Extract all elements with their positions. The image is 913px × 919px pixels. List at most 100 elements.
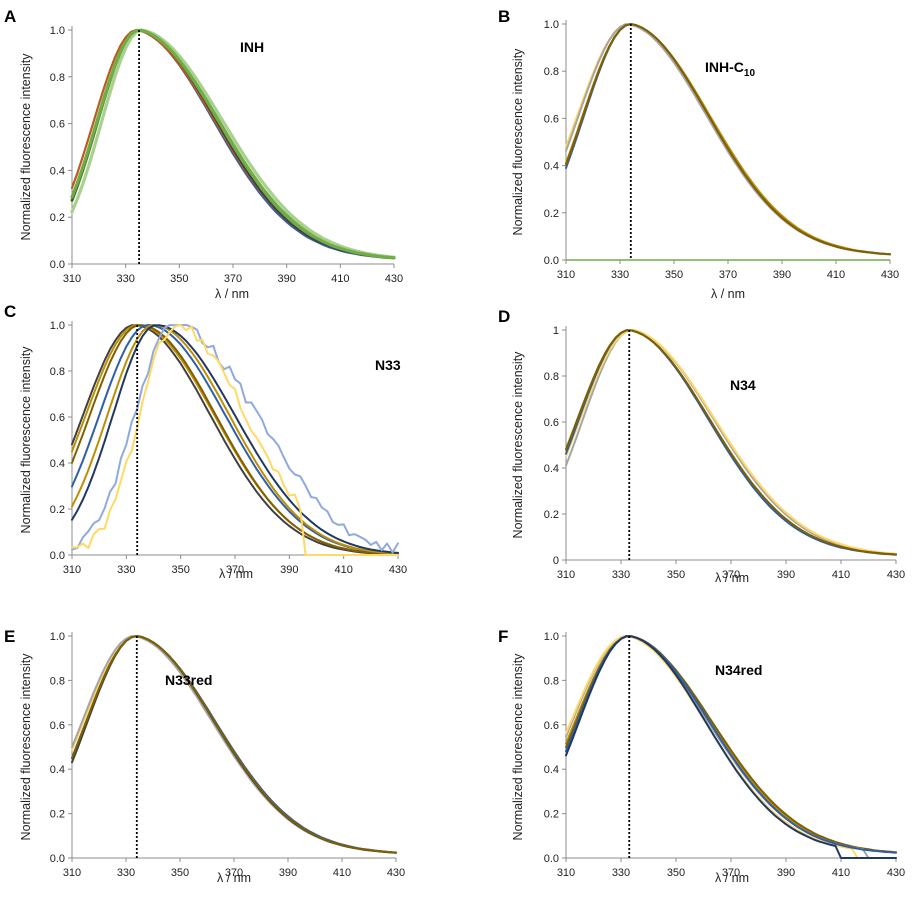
panel-title: INH [240,39,264,55]
x-tick-label: 350 [171,564,189,576]
y-axis-title: Normalized fluorescence intensity [511,351,525,539]
x-tick-label: 410 [832,569,850,581]
panel-d: D 0 0.2 0.4 0.6 0.8 1 310 330 350 370 390 410 430 λ / … [498,307,905,585]
y-tick-label: 0.0 [50,550,65,562]
y-tick-label: 0.2 [544,208,559,220]
x-tick-label: 410 [334,564,352,576]
series-line-s3 [71,324,399,556]
y-tick-label: 0.0 [544,255,559,267]
y-tick-label: 0.4 [50,764,65,776]
y-axis-title: Normalized fluorescence intensity [19,346,33,534]
x-tick-label: 350 [170,273,188,285]
y-tick-label: 0.6 [50,412,65,424]
x-tick-label: 350 [667,867,685,879]
y-tick-label: 0.4 [544,764,559,776]
y-tick-label: 0.2 [50,504,65,516]
x-tick-label: 430 [887,867,905,879]
x-axis-title: λ / nm [217,871,251,885]
y-tick-label: 0 [553,555,559,567]
y-tick-label: 0.4 [544,463,559,475]
x-tick-label: 310 [557,867,575,879]
x-tick-label: 430 [881,269,899,281]
panel-b: B 0.0 0.2 0.4 0.6 0.8 1.0 310 330 350 370 390 410 430… [498,7,899,301]
y-axis-title: Normalized fluorescence intensity [511,48,525,236]
x-tick-label: 410 [333,867,351,879]
series-line-s3 [71,635,397,854]
x-tick-label: 330 [612,867,630,879]
x-tick-label: 330 [612,569,630,581]
series-line-s4 [71,635,397,854]
x-tick-label: 390 [280,564,298,576]
y-tick-label: 0.0 [50,259,65,271]
panel-title: N33 [375,357,401,373]
panel-letter: E [4,627,15,646]
x-tick-label: 390 [279,867,297,879]
x-tick-label: 310 [63,867,81,879]
y-tick-label: 1.0 [50,631,65,643]
series-line-s6 [71,324,399,554]
y-tick-label: 0.6 [50,720,65,732]
series-line-s2 [565,329,897,555]
y-axis-title: Normalized fluorescence intensity [511,653,525,841]
x-tick-label: 370 [226,564,244,576]
x-tick-label: 310 [63,273,81,285]
x-tick-label: 310 [557,269,575,281]
series-line-s6 [70,28,396,260]
panel-title: N33red [165,672,212,688]
x-tick-label: 370 [225,867,243,879]
x-tick-label: 430 [389,564,407,576]
y-tick-label: 0.8 [50,675,65,687]
x-tick-label: 370 [224,273,242,285]
x-tick-label: 390 [777,867,795,879]
x-tick-label: 330 [611,269,629,281]
series-line-s6 [565,635,897,859]
y-tick-label: 0.2 [544,509,559,521]
x-tick-label: 410 [832,867,850,879]
y-tick-label: 0.8 [544,371,559,383]
x-tick-label: 390 [777,569,795,581]
x-tick-label: 410 [827,269,845,281]
y-axis-title: Normalized fluorescence intensity [19,53,33,241]
y-tick-label: 0.6 [544,417,559,429]
x-tick-label: 430 [887,569,905,581]
x-tick-label: 330 [116,273,134,285]
panel-c: C 0.0 0.2 0.4 0.6 0.8 1.0 310 330 350 370 390 410 430… [4,302,407,581]
panel-letter: A [4,7,16,26]
series-line-s4 [565,329,897,556]
x-axis-title: λ / nm [715,571,749,585]
series-line-s7 [71,324,399,554]
x-tick-label: 350 [171,867,189,879]
series-line-s6 [71,635,397,854]
x-tick-label: 350 [667,569,685,581]
x-tick-label: 310 [63,564,81,576]
x-tick-label: 430 [387,867,405,879]
panel-title: N34red [715,662,762,678]
x-tick-label: 410 [331,273,349,285]
y-tick-label: 0.6 [544,113,559,125]
y-tick-label: 0.2 [50,809,65,821]
series-line-s8 [71,324,399,556]
x-tick-label: 370 [722,867,740,879]
panel-title: N34 [730,377,756,393]
y-tick-label: 1.0 [50,25,65,37]
panel-letter: C [4,302,16,321]
series-line-s4 [71,324,399,555]
y-tick-label: 1.0 [50,320,65,332]
series-line-s5 [71,324,399,555]
panel-a: A 0.0 0.2 0.4 0.6 0.8 1.0 310 330 350 370 390 410 430… [4,7,403,301]
y-tick-label: 0.8 [50,366,65,378]
panel-e: E 0.0 0.2 0.4 0.6 0.8 1.0 310 330 350 370 390 410 430… [4,627,405,885]
y-tick-label: 0.6 [50,119,65,131]
y-tick-label: 0.0 [544,853,559,865]
x-tick-label: 430 [385,273,403,285]
panel-f: F 0.0 0.2 0.4 0.6 0.8 1.0 310 330 350 370 390 410 430… [498,627,905,885]
y-tick-label: 0.2 [50,212,65,224]
x-tick-label: 330 [117,564,135,576]
y-tick-label: 1 [553,325,559,337]
x-axis-title: λ / nm [219,567,253,581]
y-tick-label: 1.0 [544,631,559,643]
x-axis-title: λ / nm [715,871,749,885]
series-line-s2 [71,635,397,854]
y-tick-label: 0.6 [544,720,559,732]
